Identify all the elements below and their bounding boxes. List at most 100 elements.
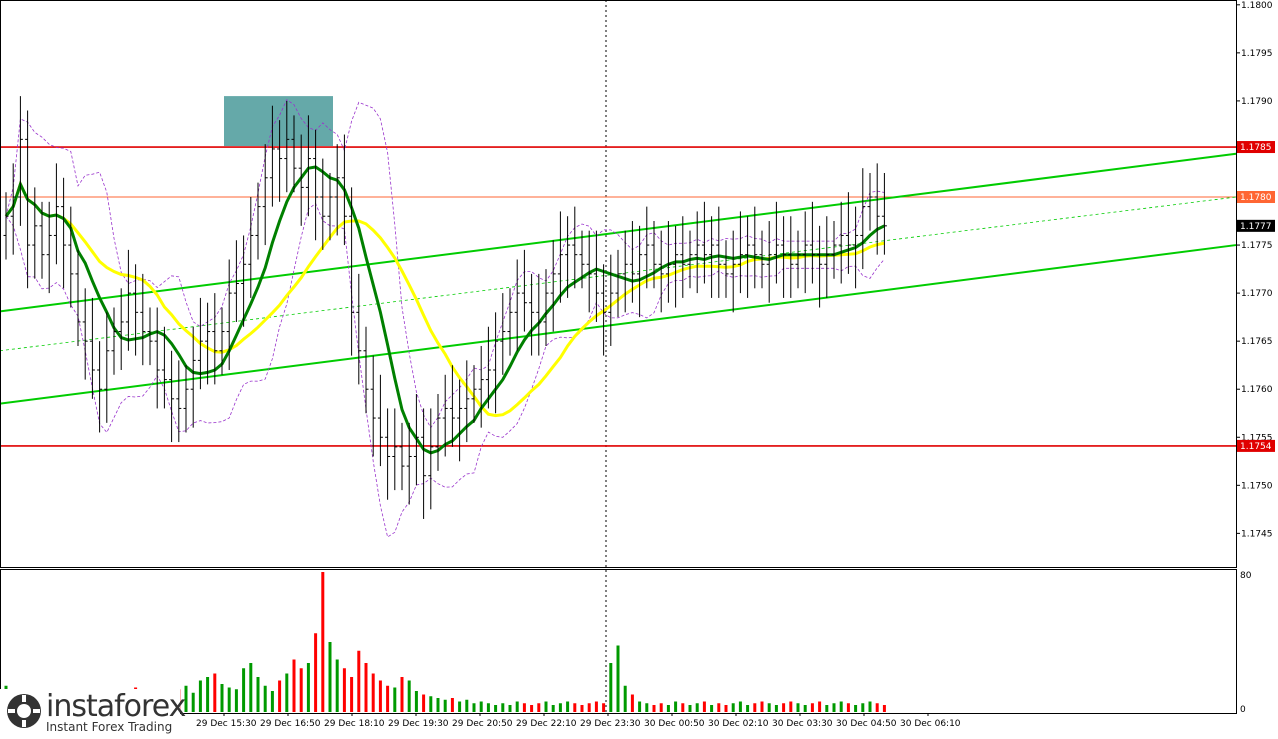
volume-bar: [407, 680, 411, 712]
candle: [529, 273, 535, 356]
candle: [68, 206, 74, 308]
price-tick-label: 1.1795: [1241, 49, 1273, 59]
volume-bar: [335, 659, 339, 712]
candle: [658, 230, 664, 313]
volume-bar: [479, 701, 483, 712]
candle: [629, 221, 635, 303]
candle: [125, 249, 131, 351]
volume-bar: [875, 703, 879, 712]
volume-bar: [515, 701, 519, 712]
time-label: 29 Dec 16:50: [260, 719, 321, 729]
candle: [593, 230, 599, 322]
candle: [716, 206, 722, 298]
volume-bar: [782, 703, 786, 712]
volume-bar: [551, 705, 555, 712]
candle: [320, 158, 326, 250]
ma-slow: [4, 180, 885, 418]
volume-bar: [623, 685, 627, 712]
candle: [341, 134, 347, 246]
candle: [399, 422, 405, 491]
candle: [550, 240, 556, 332]
volume-bar: [393, 687, 397, 712]
volume-bar: [602, 703, 606, 712]
volume-bar: [753, 703, 757, 712]
volume-bar: [803, 705, 807, 712]
candle: [853, 206, 859, 289]
logo-name: instaforex: [46, 689, 186, 724]
candle: [313, 129, 319, 241]
time-label: 30 Dec 06:10: [900, 719, 961, 729]
candle: [75, 249, 81, 346]
candle: [802, 211, 808, 294]
volume-tick-label: 0: [1240, 705, 1246, 715]
volume-bar: [688, 705, 692, 712]
candle: [421, 408, 427, 519]
candle: [881, 172, 887, 255]
candle: [212, 293, 218, 385]
volume-bar: [292, 659, 296, 712]
candle: [601, 264, 607, 356]
volume-bar: [458, 701, 462, 712]
volume-bar: [645, 703, 649, 712]
price-tick-label: 1.1790: [1241, 97, 1273, 107]
volume-bar: [796, 703, 800, 712]
time-label: 30 Dec 04:50: [836, 719, 897, 729]
volume-bar: [674, 701, 678, 712]
volume-bar: [846, 703, 850, 712]
candle: [867, 172, 873, 231]
candle: [46, 201, 52, 294]
time-label: 29 Dec 15:30: [196, 719, 257, 729]
candle: [673, 225, 679, 308]
candle: [586, 230, 592, 313]
volume-bar: [537, 703, 541, 712]
candle: [10, 163, 16, 255]
volume-bar: [234, 689, 238, 712]
level-label-box: [1237, 191, 1275, 204]
candle: [176, 360, 182, 443]
candle: [183, 365, 189, 433]
candle: [190, 326, 196, 428]
candle: [485, 326, 491, 409]
volume-bar: [328, 642, 332, 712]
volume-bar: [882, 705, 886, 712]
volume-bar: [285, 673, 289, 712]
candle: [687, 230, 693, 289]
candle: [111, 307, 117, 375]
candle: [385, 408, 391, 500]
candle: [737, 211, 743, 294]
level-label-box: [1237, 439, 1275, 452]
candle: [464, 360, 470, 443]
volume-bar: [299, 668, 303, 712]
candle: [334, 144, 340, 236]
volume-bar: [522, 703, 526, 712]
candle: [39, 201, 45, 279]
volume-bar: [422, 694, 426, 712]
candle: [572, 206, 578, 289]
candle: [89, 297, 95, 399]
highlight-zone: [224, 96, 333, 147]
volume-bar: [386, 685, 390, 712]
volume-bar: [378, 680, 382, 712]
volume-bar: [314, 633, 318, 712]
logo-icon: [7, 694, 41, 728]
candle: [17, 96, 23, 226]
candle: [269, 105, 275, 207]
volume-bar: [364, 663, 368, 712]
candle: [413, 394, 419, 486]
volume-bar: [839, 701, 843, 712]
channel-upper: [0, 152, 1237, 313]
candle: [327, 172, 333, 241]
volume-bar: [573, 703, 577, 712]
candle: [161, 326, 167, 409]
volume-bar: [321, 572, 325, 712]
candle: [824, 216, 830, 298]
volume-bar: [630, 694, 634, 712]
volume-bar: [594, 701, 598, 712]
volume-bar: [350, 677, 354, 712]
candle: [500, 293, 506, 375]
candle: [25, 110, 31, 289]
candle: [277, 120, 283, 202]
time-label: 29 Dec 22:10: [516, 719, 577, 729]
candle: [370, 355, 376, 457]
